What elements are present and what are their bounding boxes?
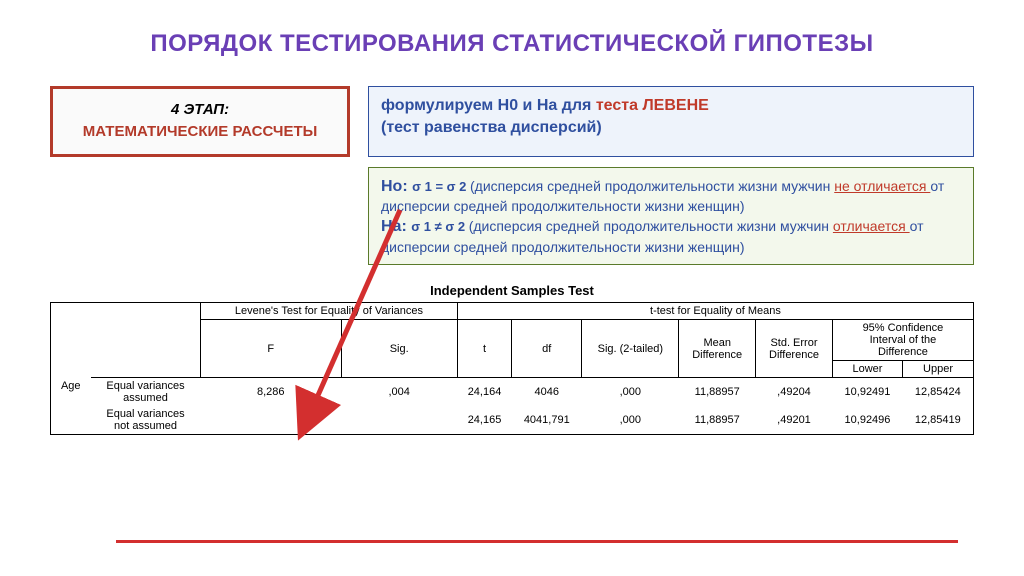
h0-a: (дисперсия средней продолжительности жиз… (470, 178, 834, 194)
col-ci: 95% ConfidenceInterval of theDifference (832, 320, 973, 361)
cell: 24,165 (457, 406, 511, 435)
ha-a: (дисперсия средней продолжительности жиз… (469, 218, 833, 234)
top-row: 4 ЭТАП: МАТЕМАТИЧЕСКИЕ РАССЧЕТЫ формулир… (50, 86, 974, 157)
col-lower: Lower (832, 361, 902, 378)
col-df: df (512, 320, 582, 378)
hypotheses-row: Но: σ 1 = σ 2 (дисперсия средней продолж… (368, 167, 974, 266)
cell: 4046 (512, 378, 582, 407)
levene-col-header: Levene's Test for Equality of Variances (201, 303, 458, 320)
hypotheses-box: Но: σ 1 = σ 2 (дисперсия средней продолж… (368, 167, 974, 266)
row2-label: Equal variancesnot assumed (91, 406, 201, 435)
table-row: Equal variancesnot assumed 24,165 4041,7… (51, 406, 974, 435)
h0-line: Но: σ 1 = σ 2 (дисперсия средней продолж… (381, 176, 961, 216)
levene-highlight: теста ЛЕВЕНЕ (596, 97, 709, 114)
h0-tag: Но: (381, 178, 412, 195)
col-Sig: Sig. (341, 320, 457, 378)
cell: 12,85419 (903, 406, 974, 435)
cell: 24,164 (457, 378, 511, 407)
col-mean: MeanDifference (679, 320, 756, 378)
red-underline (116, 540, 958, 543)
cell: ,004 (341, 378, 457, 407)
cell: 10,92496 (832, 406, 902, 435)
levene-box: формулируем Н0 и На для теста ЛЕВЕНЕ (те… (368, 86, 974, 157)
col-F: F (201, 320, 342, 378)
cell: ,49204 (756, 378, 833, 407)
col-upper: Upper (903, 361, 974, 378)
row1-label: Equal variancesassumed (91, 378, 201, 407)
page-title: ПОРЯДОК ТЕСТИРОВАНИЯ СТАТИСТИЧЕСКОЙ ГИПО… (50, 30, 974, 58)
stage-label: 4 ЭТАП: (61, 101, 339, 118)
ttest-col-header: t-test for Equality of Means (457, 303, 973, 320)
cell: ,49201 (756, 406, 833, 435)
stage-text: МАТЕМАТИЧЕСКИЕ РАССЧЕТЫ (61, 122, 339, 142)
stats-table: Levene's Test for Equality of Variances … (50, 302, 974, 435)
cell (201, 406, 342, 435)
cell: 4041,791 (512, 406, 582, 435)
table-title: Independent Samples Test (50, 283, 974, 298)
ha-b: отличается (833, 218, 910, 234)
cell: 11,88957 (679, 378, 756, 407)
h0-b: не отличается (834, 178, 930, 194)
cell: 12,85424 (903, 378, 974, 407)
cell: ,000 (582, 406, 679, 435)
levene-text-a: формулируем Н0 и На для (381, 97, 596, 114)
table-row: Age Equal variancesassumed 8,286 ,004 24… (51, 378, 974, 407)
col-sig2: Sig. (2-tailed) (582, 320, 679, 378)
col-se: Std. ErrorDifference (756, 320, 833, 378)
row-var: Age (51, 378, 91, 435)
h0-sigma: σ 1 = σ 2 (412, 179, 470, 194)
col-t: t (457, 320, 511, 378)
stage-box: 4 ЭТАП: МАТЕМАТИЧЕСКИЕ РАССЧЕТЫ (50, 86, 350, 157)
cell: 11,88957 (679, 406, 756, 435)
cell (341, 406, 457, 435)
ha-sigma: σ 1 ≠ σ 2 (411, 219, 468, 234)
cell: 10,92491 (832, 378, 902, 407)
ha-line: На: σ 1 ≠ σ 2 (дисперсия средней продолж… (381, 216, 961, 256)
ha-tag: На: (381, 218, 411, 235)
cell: 8,286 (201, 378, 342, 407)
levene-text-b: (тест равенства дисперсий) (381, 119, 602, 136)
cell: ,000 (582, 378, 679, 407)
